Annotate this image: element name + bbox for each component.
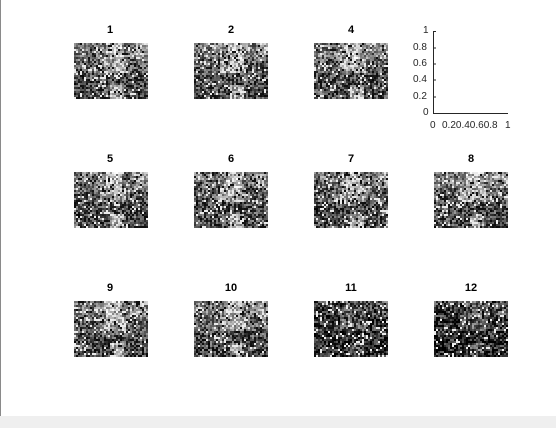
subplot-image-8 bbox=[434, 172, 508, 228]
status-bar bbox=[0, 416, 556, 428]
subplot-image-2 bbox=[194, 43, 268, 99]
subplot-title-7: 7 bbox=[347, 153, 355, 165]
image-pixels bbox=[194, 172, 268, 228]
subplot-image-10 bbox=[194, 301, 268, 357]
y-tick-label: 0.8 bbox=[413, 42, 427, 53]
image-pixels bbox=[194, 301, 268, 357]
image-pixels bbox=[434, 301, 508, 357]
subplot-title-12: 12 bbox=[464, 282, 478, 294]
subplot-image-7 bbox=[314, 172, 388, 228]
image-pixels bbox=[74, 43, 148, 99]
subplot-image-11 bbox=[314, 301, 388, 357]
image-pixels bbox=[434, 172, 508, 228]
subplot-title-2: 2 bbox=[227, 24, 235, 36]
x-tick-label: 1 bbox=[505, 120, 511, 131]
image-pixels bbox=[74, 301, 148, 357]
window-left-border bbox=[0, 0, 1, 416]
x-tick-label: 0 bbox=[430, 120, 436, 131]
subplot-image-6 bbox=[194, 172, 268, 228]
subplot-title-8: 8 bbox=[467, 153, 475, 165]
y-tick-label: 0.2 bbox=[413, 91, 427, 102]
image-pixels bbox=[314, 43, 388, 99]
y-tick-label: 0.4 bbox=[413, 74, 427, 85]
x-tick-label: 0.20.40.60.8 bbox=[442, 120, 498, 131]
subplot-title-4: 4 bbox=[347, 24, 355, 36]
subplot-image-9 bbox=[74, 301, 148, 357]
subplot-image-1 bbox=[74, 43, 148, 99]
subplot-title-6: 6 bbox=[227, 153, 235, 165]
image-pixels bbox=[74, 172, 148, 228]
subplot-title-1: 1 bbox=[106, 24, 114, 36]
y-tick-label: 0 bbox=[423, 107, 429, 118]
y-tick-label: 0.6 bbox=[413, 58, 427, 69]
subplot-title-5: 5 bbox=[106, 153, 114, 165]
subplot-image-12 bbox=[434, 301, 508, 357]
subplot-image-4 bbox=[314, 43, 388, 99]
y-tick-label: 1 bbox=[423, 25, 429, 36]
subplot-image-5 bbox=[74, 172, 148, 228]
image-pixels bbox=[314, 172, 388, 228]
image-pixels bbox=[314, 301, 388, 357]
subplot-title-9: 9 bbox=[106, 282, 114, 294]
image-pixels bbox=[194, 43, 268, 99]
subplot-title-10: 10 bbox=[224, 282, 238, 294]
subplot-title-11: 11 bbox=[345, 282, 357, 294]
